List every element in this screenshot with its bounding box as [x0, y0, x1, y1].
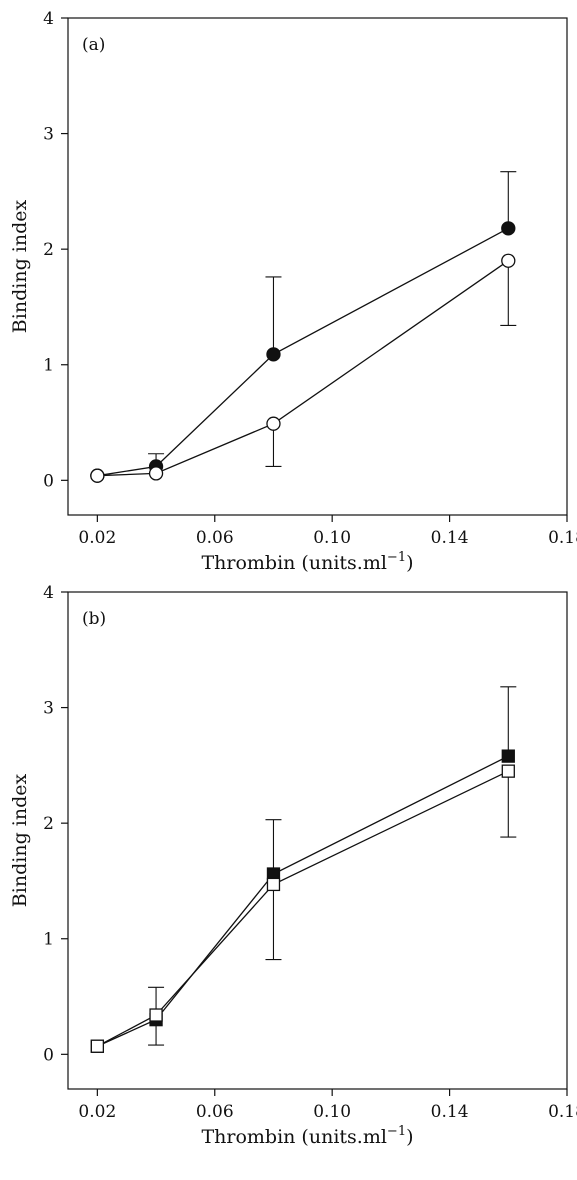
series-line [97, 260, 509, 477]
y-tick-label: 4 [43, 9, 54, 29]
x-tick-label: 0.06 [196, 1102, 234, 1122]
data-point [148, 466, 164, 481]
plot-frame [67, 591, 568, 1090]
y-tick-label: 2 [43, 814, 54, 834]
panel-label: (a) [82, 35, 105, 55]
data-point [501, 253, 516, 268]
data-point [501, 764, 515, 778]
data-point [266, 416, 281, 431]
data-point [90, 468, 105, 483]
x-tick-label: 0.02 [78, 528, 116, 548]
y-tick-label: 1 [43, 930, 54, 950]
x-tick-label: 0.10 [313, 1102, 351, 1122]
panel-label: (b) [82, 609, 106, 629]
chart-panel-b: 0.02 0.06 0.10 0.14 0.18 0 1 2 3 4 Thrombin (units… [9, 583, 577, 1148]
x-tick-label: 0.06 [196, 528, 234, 548]
y-axis-title: Binding index [9, 774, 31, 908]
chart-panel-a: 0.02 0.06 0.10 0.14 0.18 0 1 2 3 4 Thrombin (units… [9, 9, 577, 574]
y-tick-label: 3 [43, 125, 54, 145]
y-tick-label: 3 [43, 699, 54, 719]
y-tick-label: 2 [43, 240, 54, 260]
x-tick-label: 0.18 [548, 528, 577, 548]
data-point [90, 1039, 105, 1053]
data-point [266, 347, 281, 362]
x-axis-title: Thrombin (units.ml−1) [201, 1124, 413, 1148]
x-tick-label: 0.02 [78, 1102, 116, 1122]
y-tick-label: 0 [43, 1045, 54, 1065]
x-tick-label: 0.10 [313, 528, 351, 548]
series-line [97, 227, 509, 477]
x-tick-label: 0.14 [431, 528, 469, 548]
y-axis-title: Binding index [9, 200, 31, 334]
y-tick-label: 0 [43, 471, 54, 491]
series-line [97, 770, 509, 1047]
x-tick-label: 0.18 [548, 1102, 577, 1122]
plot-frame [67, 17, 568, 516]
x-tick-label: 0.14 [431, 1102, 469, 1122]
y-tick-label: 1 [43, 356, 54, 376]
x-axis-title: Thrombin (units.ml−1) [201, 550, 413, 574]
data-point [149, 1008, 163, 1022]
data-point [266, 877, 281, 892]
data-point [501, 749, 515, 763]
y-tick-label: 4 [43, 583, 54, 603]
series-line [97, 755, 509, 1047]
data-point [501, 221, 516, 236]
